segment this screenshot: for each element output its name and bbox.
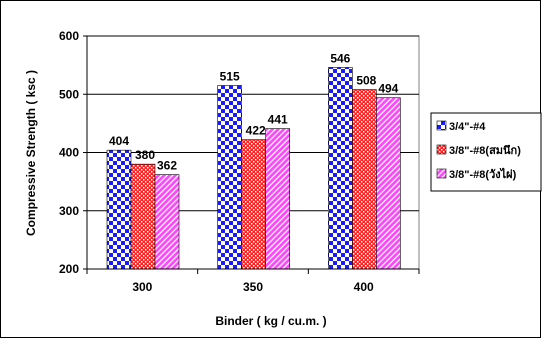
y-tick-label: 400 xyxy=(59,146,79,160)
bar-350-series-2 xyxy=(241,139,266,270)
legend-swatch xyxy=(436,168,447,179)
legend-label: 3/8"-#8(วังไผ่) xyxy=(449,167,517,181)
bar-400-series-1 xyxy=(328,67,353,270)
bar-400-series-3 xyxy=(376,97,401,270)
data-label: 546 xyxy=(330,51,350,65)
data-labels: 404 515 546 380 422 508 362 441 494 xyxy=(109,51,399,172)
y-tick-label: 300 xyxy=(59,204,79,218)
bar-300-series-1 xyxy=(106,149,132,270)
x-tick-label: 350 xyxy=(243,280,263,294)
data-label: 441 xyxy=(268,113,288,127)
x-axis-label: Binder ( kg / cu.m. ) xyxy=(215,314,326,328)
data-label: 404 xyxy=(109,134,129,148)
legend-swatch xyxy=(436,120,447,131)
data-label: 362 xyxy=(157,159,177,173)
legend: 3/4"-#4 3/8"-#8(สมนึก) 3/8"-#8(วังไผ่) xyxy=(430,112,542,192)
bar-350-series-1 xyxy=(217,85,242,270)
legend-box xyxy=(430,112,542,192)
legend-swatch xyxy=(436,144,447,155)
x-tick-label: 400 xyxy=(354,280,374,294)
y-tick-label: 200 xyxy=(59,262,79,276)
y-axis-label: Compressive Strength ( ksc ) xyxy=(24,70,38,236)
bar-350-series-3 xyxy=(265,128,290,270)
bar-300-series-2 xyxy=(130,163,156,270)
axes: 200 300 400 500 600 300 350 400 xyxy=(59,29,420,294)
data-label: 422 xyxy=(246,124,266,138)
data-label: 494 xyxy=(378,82,398,96)
y-tick-label: 600 xyxy=(59,29,79,43)
bars xyxy=(106,67,401,270)
x-tick-label: 300 xyxy=(132,280,152,294)
bar-400-series-2 xyxy=(352,89,377,270)
legend-label: 3/4"-#4 xyxy=(449,121,486,133)
legend-label: 3/8"-#8(สมนึก) xyxy=(449,144,521,157)
data-label: 515 xyxy=(220,70,240,84)
y-tick-label: 500 xyxy=(59,87,79,101)
bar-chart: 200 300 400 500 600 300 350 400 404 515 546 380 422… xyxy=(24,29,542,328)
bar-300-series-3 xyxy=(154,174,180,270)
data-label: 380 xyxy=(135,148,155,162)
data-label: 508 xyxy=(356,74,376,88)
